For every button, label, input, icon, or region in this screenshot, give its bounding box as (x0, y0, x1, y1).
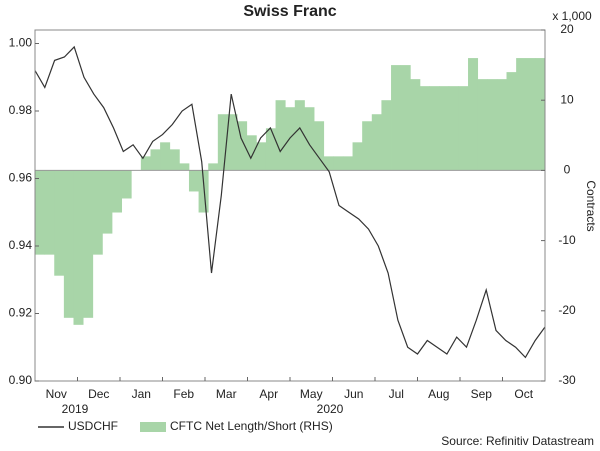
chart-title: Swiss Franc (243, 3, 336, 20)
area-step (121, 170, 132, 199)
area-step (44, 170, 55, 255)
y-tick-label: 0.96 (9, 171, 33, 185)
y-tick-label: 1.00 (9, 36, 33, 50)
area-step (535, 58, 546, 171)
area-step (111, 170, 123, 213)
x-tick-label: Jun (344, 387, 363, 401)
y-tick-label: 0.90 (9, 373, 33, 387)
area-step (506, 72, 517, 171)
area-step (477, 79, 488, 171)
area-step (468, 58, 479, 171)
area-step (496, 79, 507, 171)
area-step (208, 163, 219, 171)
area-step (92, 170, 103, 255)
y2-tick-label: -10 (558, 233, 576, 247)
y2-unit-note: x 1,000 (552, 9, 592, 23)
area-step (54, 170, 65, 276)
area-step (314, 121, 325, 171)
legend-swatch (140, 422, 166, 432)
y-tick-label: 0.94 (9, 238, 33, 252)
area-step (342, 156, 353, 171)
area-step (188, 170, 199, 192)
x-tick-label: Nov (46, 387, 67, 401)
area-step (246, 135, 257, 171)
area-step (487, 79, 498, 171)
x-tick-label: Feb (173, 387, 194, 401)
area-step (323, 156, 334, 171)
area-step (102, 170, 113, 234)
area-step (198, 170, 209, 213)
area-step (150, 149, 161, 171)
area-step (83, 170, 94, 318)
area-step (525, 58, 536, 171)
area-step (285, 107, 296, 171)
x-tick-label: Mar (216, 387, 237, 401)
x-tick-label: Oct (514, 387, 533, 401)
y-tick-label: 0.98 (9, 103, 33, 117)
x-tick-label: May (300, 387, 323, 401)
year-label: 2020 (317, 402, 344, 416)
x-tick-label: Jan (132, 387, 151, 401)
legend-label: CFTC Net Length/Short (RHS) (170, 419, 333, 433)
area-step (429, 86, 440, 171)
area-step (227, 114, 238, 171)
area-step (304, 107, 315, 171)
area-step (217, 114, 228, 171)
x-tick-label: Aug (428, 387, 449, 401)
area-step (256, 142, 267, 171)
area-step (237, 121, 248, 171)
y2-tick-label: 20 (560, 22, 574, 36)
area-step (391, 65, 402, 171)
area-step (294, 100, 305, 171)
y2-tick-label: 10 (560, 92, 574, 106)
y2-tick-label: -20 (558, 303, 576, 317)
area-step (448, 86, 459, 171)
area-step (333, 156, 344, 171)
y-tick-label: 0.92 (9, 306, 33, 320)
x-tick-label: Jul (389, 387, 404, 401)
y2-tick-label: -30 (558, 373, 576, 387)
area-step (371, 114, 382, 171)
area-step (410, 79, 421, 171)
x-tick-label: Apr (259, 387, 278, 401)
area-step (63, 170, 74, 318)
area-step (381, 100, 392, 171)
area-step (140, 156, 151, 171)
legend-label: USDCHF (68, 419, 118, 433)
usdchf-line (34, 45, 546, 359)
area-step (73, 170, 84, 325)
y2-tick-label: 0 (564, 163, 571, 177)
area-step (352, 142, 363, 171)
area-step (419, 86, 430, 171)
area-step (458, 86, 469, 171)
area-step (179, 163, 190, 171)
year-label: 2019 (62, 402, 89, 416)
area-step (169, 149, 180, 171)
area-step (400, 65, 411, 171)
y2-axis-label: Contracts (584, 180, 598, 231)
x-tick-label: Sep (471, 387, 493, 401)
area-step (265, 128, 276, 171)
area-step (160, 142, 171, 171)
source: Source: Refinitiv Datastream (441, 434, 594, 448)
x-tick-label: Dec (88, 387, 109, 401)
area-step (362, 121, 373, 171)
area-step (439, 86, 450, 171)
area-step (35, 170, 46, 255)
area-step (516, 58, 527, 171)
area-step (275, 100, 286, 171)
